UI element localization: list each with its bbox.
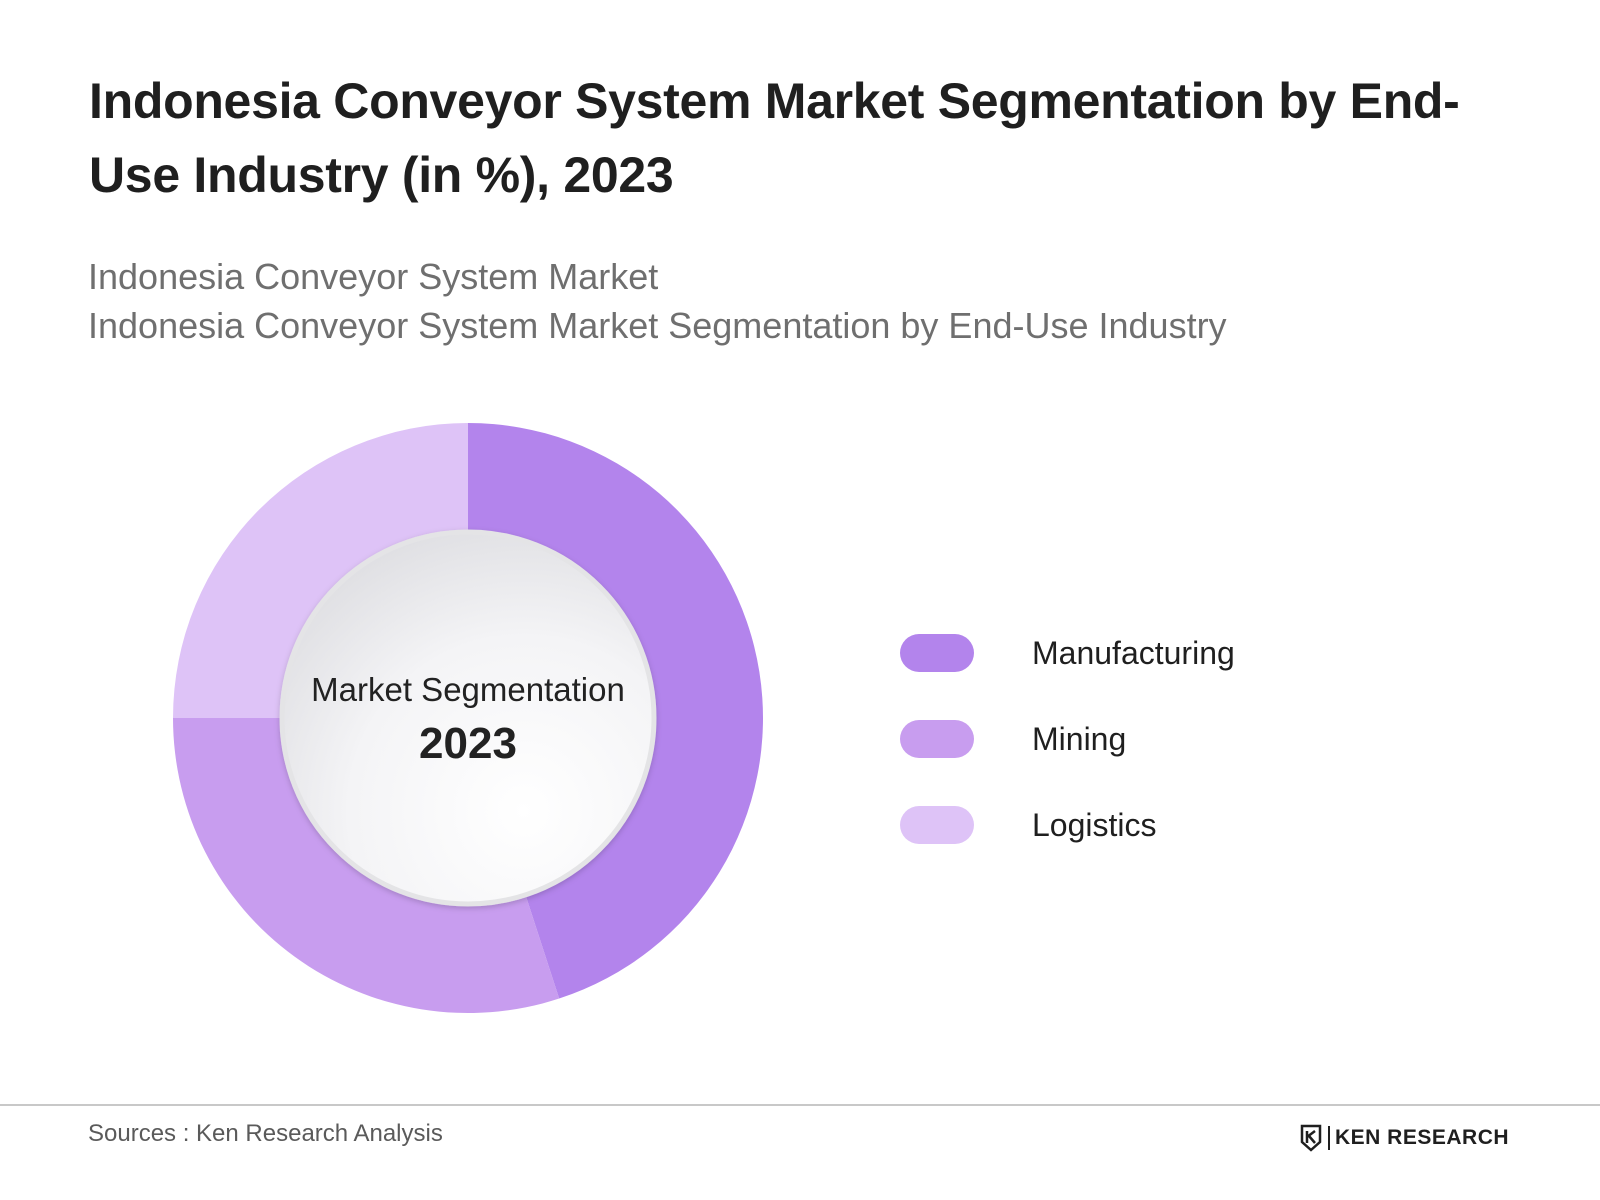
legend-label-logistics: Logistics [1032, 806, 1157, 843]
legend-item-manufacturing: Manufacturing [900, 610, 1235, 696]
legend-item-mining: Mining [900, 696, 1235, 782]
ken-research-logo: KEN RESEARCH [1300, 1124, 1509, 1152]
donut-slice-mining [172, 718, 560, 1013]
donut-slice-logistics [173, 423, 468, 718]
donut-slice-manufacturing [468, 423, 763, 999]
legend-label-mining: Mining [1032, 720, 1127, 757]
donut-center-disc [279, 529, 657, 907]
donut-slices [172, 423, 763, 1013]
subtitle-block: Indonesia Conveyor System Market Indones… [88, 252, 1227, 350]
logo-text: KEN RESEARCH [1335, 1126, 1510, 1149]
legend-swatch-mining [900, 720, 974, 758]
chart-title: Indonesia Conveyor System Market Segment… [89, 73, 1460, 203]
legend-item-logistics: Logistics [900, 782, 1235, 868]
legend-swatch-manufacturing [900, 634, 974, 672]
source-note: Sources : Ken Research Analysis [88, 1120, 443, 1147]
subtitle-line-2: Indonesia Conveyor System Market Segment… [88, 305, 1227, 346]
subtitle-line-1: Indonesia Conveyor System Market [88, 256, 659, 297]
ken-research-logo-icon [1300, 1124, 1322, 1152]
logo-separator [1328, 1126, 1330, 1150]
legend-label-manufacturing: Manufacturing [1032, 634, 1235, 671]
footer-divider [0, 1104, 1600, 1106]
legend-swatch-logistics [900, 806, 974, 844]
legend: Manufacturing Mining Logistics [900, 610, 1235, 868]
